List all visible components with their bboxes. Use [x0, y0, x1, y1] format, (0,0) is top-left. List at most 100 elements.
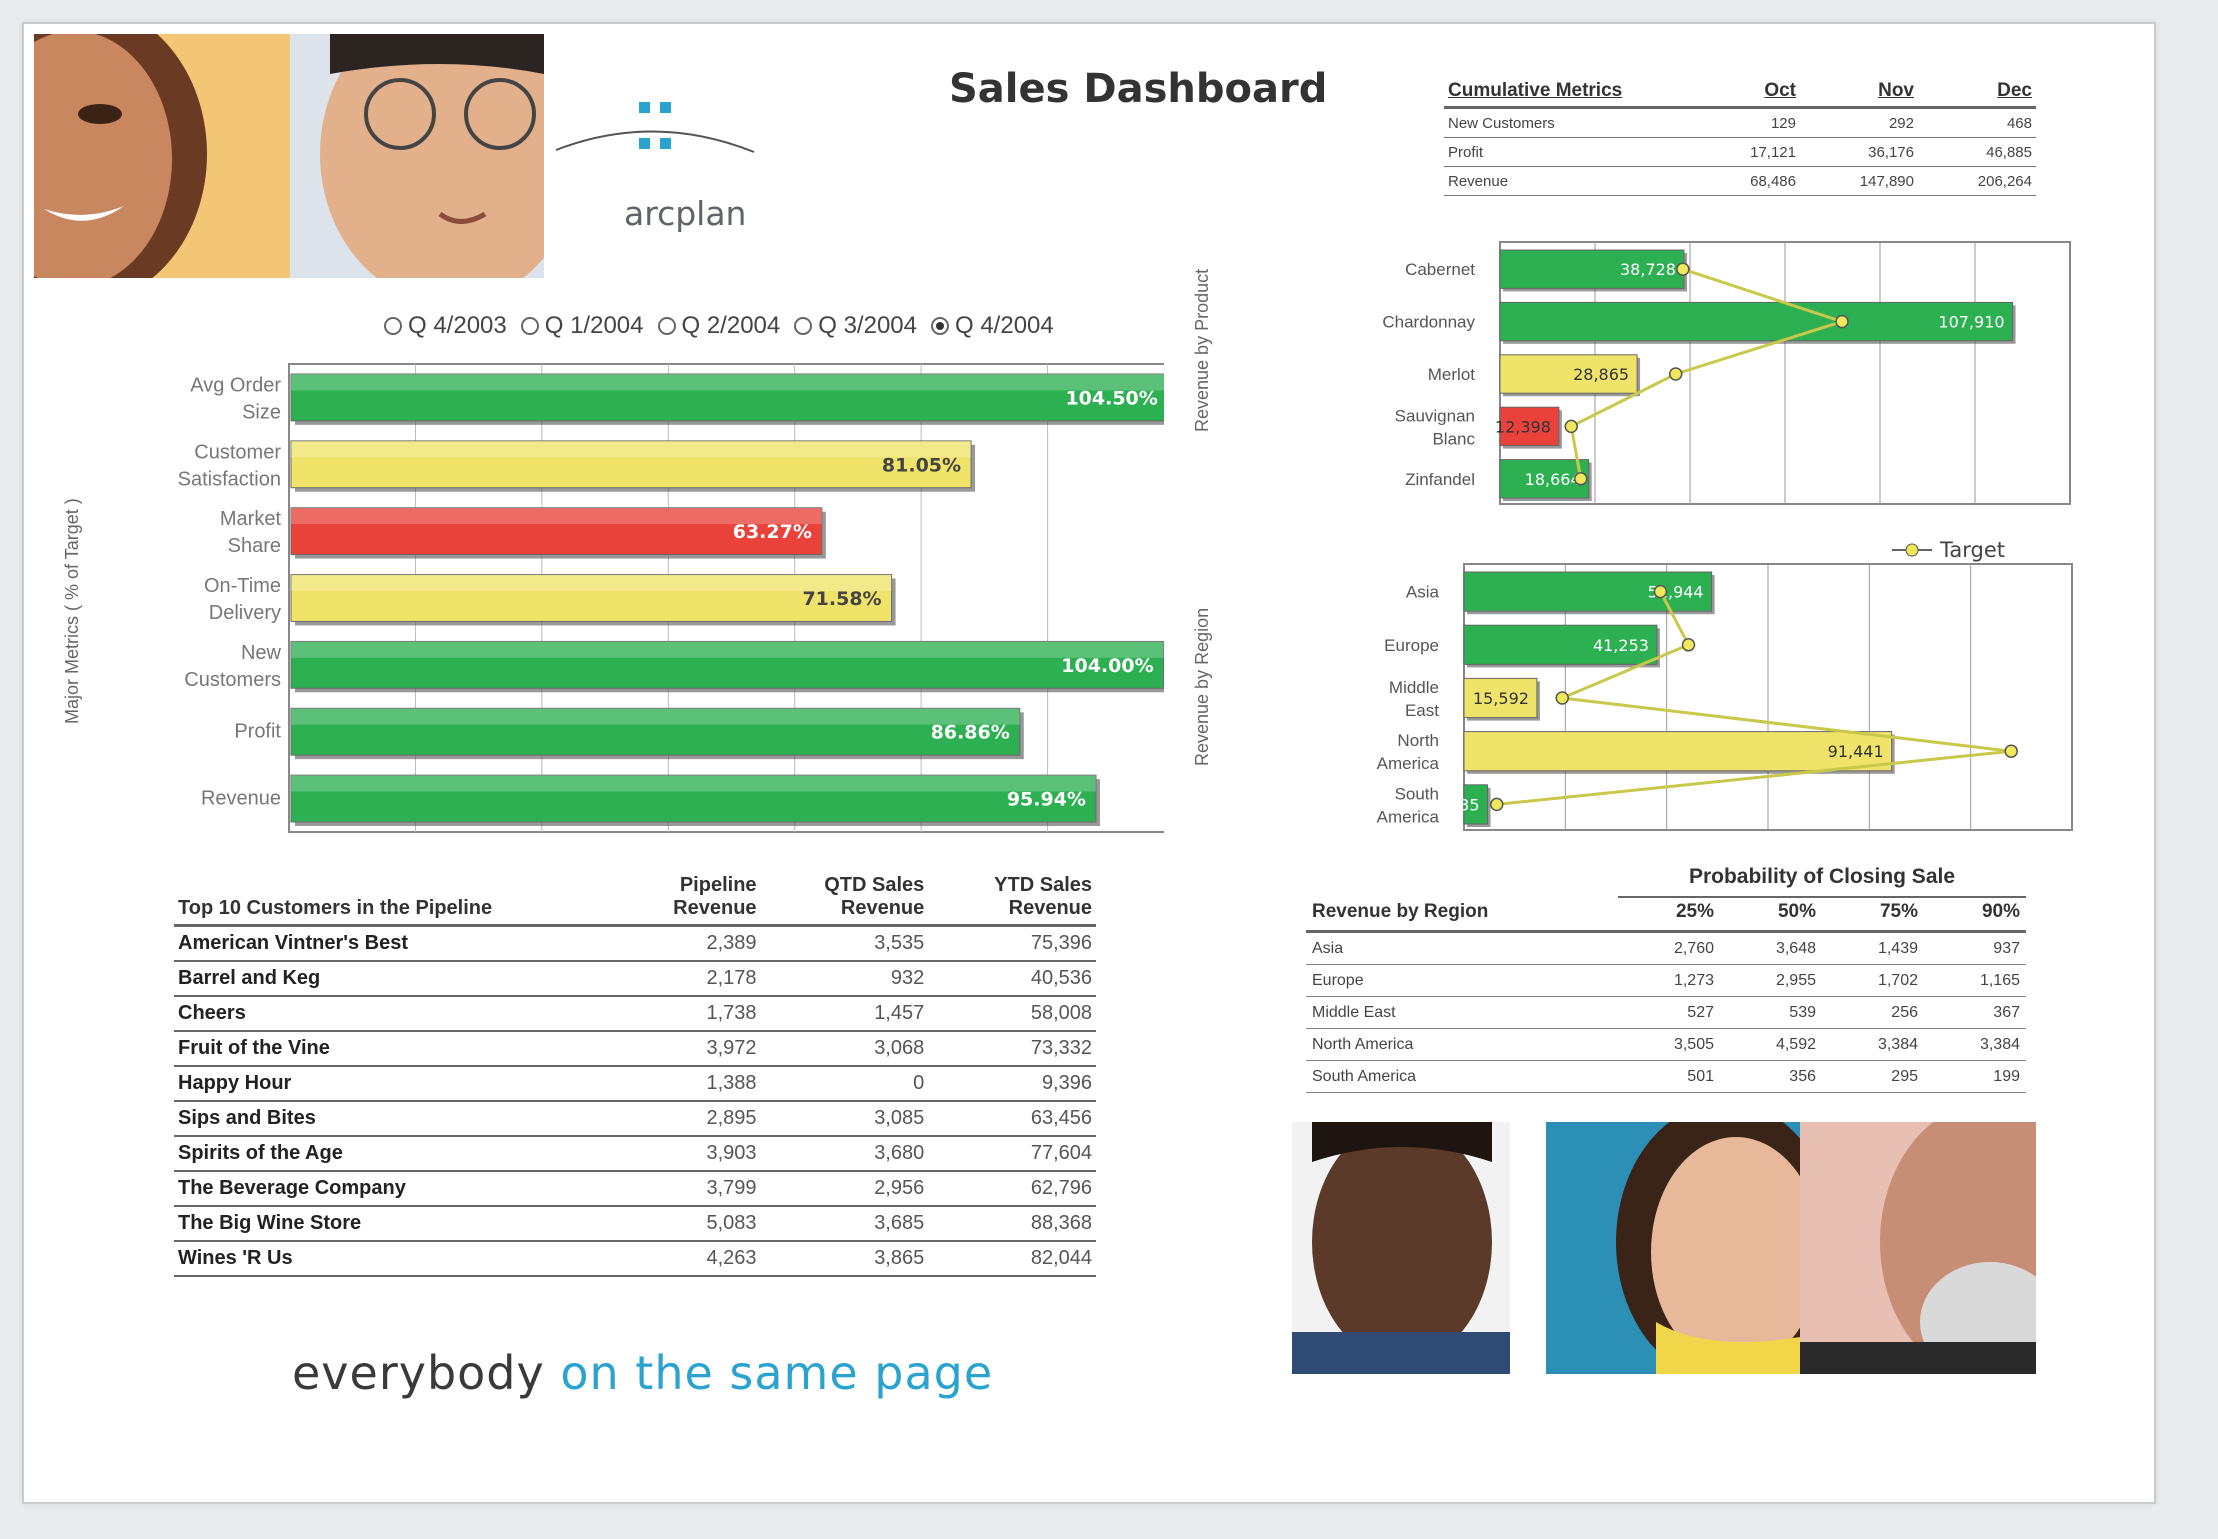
metric-bar[interactable]: [290, 507, 823, 556]
probability-value: 4,592: [1720, 1028, 1822, 1061]
table-row: Europe 1,273 2,955 1,702 1,165: [1306, 964, 2026, 997]
customer-name: American Vintner's Best: [174, 925, 593, 962]
probability-value: 3,505: [1618, 1028, 1720, 1061]
ytd-sales-revenue: 73,332: [928, 1031, 1096, 1067]
customer-name: Happy Hour: [174, 1066, 593, 1102]
radio-circle[interactable]: [520, 317, 539, 335]
target-marker[interactable]: [1555, 691, 1569, 705]
revenue-bar[interactable]: [1463, 731, 1893, 772]
revenue-bar[interactable]: [1463, 624, 1658, 665]
target-marker[interactable]: [1835, 314, 1849, 329]
col-oct: Oct: [1682, 78, 1800, 109]
metric-bar[interactable]: [290, 707, 1021, 756]
probability-value: 539: [1720, 996, 1822, 1029]
pipeline-revenue: 1,388: [592, 1066, 761, 1102]
revenue-bar[interactable]: [1499, 354, 1638, 394]
ytd-sales-revenue: 63,456: [928, 1101, 1096, 1137]
table-row: The Beverage Company 3,799 2,956 62,796: [174, 1171, 1096, 1207]
metric-bar[interactable]: [290, 774, 1097, 823]
revenue-bar[interactable]: [1499, 459, 1590, 499]
bar-value-label: 38,728: [1620, 260, 1676, 279]
metric-bar[interactable]: [290, 574, 893, 622]
probability-value: 937: [1924, 931, 2026, 965]
target-marker[interactable]: [1669, 367, 1683, 381]
radio-circle[interactable]: [931, 317, 949, 335]
cell-value: 206,264: [1918, 166, 2036, 196]
major-metrics-chart: 104.50% Avg Order Size 81.05% Customer Satisf…: [178, 363, 1164, 833]
metric-bar[interactable]: [290, 373, 1164, 422]
cumulative-metrics-table: Cumulative Metrics Oct Nov Dec New Custo…: [1444, 78, 2036, 196]
target-marker[interactable]: [2004, 744, 2018, 758]
ytd-sales-revenue: 62,796: [928, 1171, 1096, 1207]
revenue-bar[interactable]: [1463, 571, 1713, 612]
col-pipeline-revenue: Pipeline Revenue: [592, 874, 761, 927]
pipeline-revenue: 2,178: [592, 961, 761, 997]
pipeline-revenue: 3,799: [592, 1171, 761, 1207]
bar-highlight: [291, 641, 1164, 658]
probability-value: 3,384: [1924, 1028, 2026, 1061]
legend-label: Target: [1939, 538, 2005, 562]
bar-highlight: [291, 507, 822, 525]
target-marker[interactable]: [1653, 584, 1668, 599]
qtd-sales-revenue: 3,685: [760, 1206, 929, 1242]
target-marker[interactable]: [1681, 638, 1696, 652]
category-label: Zinfandel: [1405, 470, 1475, 489]
photo-man-dark: [1292, 1122, 1510, 1374]
quarter-radio[interactable]: Q 3/2004: [794, 312, 917, 340]
quarter-radio[interactable]: Q 4/2003: [384, 312, 507, 340]
revenue-by-product-chart: 38,728 Cabernet 107,910 Chardonnay 28,865 Mer…: [1382, 241, 2071, 562]
bar-highlight: [291, 440, 972, 458]
cell-value: 17,121: [1682, 137, 1800, 167]
revenue-bar[interactable]: [1499, 406, 1560, 447]
photo-woman-blue: [1546, 1122, 1800, 1374]
revenue-bar[interactable]: [1499, 301, 2014, 342]
qtd-sales-revenue: 1,457: [760, 996, 929, 1032]
metric-bar[interactable]: [290, 440, 972, 489]
bar-value-label: 41,253: [1593, 636, 1649, 655]
revenue-bar[interactable]: [1463, 677, 1538, 719]
target-marker[interactable]: [1676, 262, 1690, 276]
customer-name: Sips and Bites: [174, 1101, 593, 1137]
row-label: Revenue: [1444, 166, 1682, 196]
cumulative-row: New Customers 129 292 468: [1444, 107, 2036, 138]
revenue-bar[interactable]: [1463, 784, 1489, 825]
category-label: Cabernet: [1405, 260, 1475, 279]
quarter-radio[interactable]: Q 2/2004: [657, 312, 780, 340]
probability-value: 1,702: [1822, 964, 1924, 997]
radio-circle[interactable]: [384, 317, 402, 335]
bar-value-label: 104.00%: [1061, 655, 1153, 677]
category-label: Sauvignan Blanc: [1395, 406, 1476, 448]
target-marker[interactable]: [1489, 797, 1504, 812]
customer-name: The Beverage Company: [174, 1171, 593, 1207]
target-marker[interactable]: [1574, 472, 1588, 486]
photo-man-beard: [1800, 1122, 2036, 1374]
qtd-sales-revenue: 2,956: [760, 1171, 929, 1207]
table-row: Barrel and Keg 2,178 932 40,536: [174, 961, 1096, 997]
qtd-sales-revenue: 3,068: [760, 1031, 929, 1067]
tagline: everybody on the same page: [292, 1346, 993, 1400]
pipeline-table: Top 10 Customers in the Pipeline Pipelin…: [174, 874, 1096, 1277]
target-marker[interactable]: [1564, 419, 1578, 434]
category-label: Chardonnay: [1382, 313, 1475, 332]
col-dec: Dec: [1918, 78, 2036, 109]
probability-value: 3,648: [1720, 931, 1822, 965]
radio-circle[interactable]: [794, 317, 813, 335]
quarter-radio[interactable]: Q 4/2004: [931, 312, 1054, 340]
pipeline-revenue: 2,389: [592, 925, 761, 962]
col-qtd-sales: QTD Sales Revenue: [760, 874, 929, 927]
ytd-sales-revenue: 9,396: [928, 1066, 1096, 1102]
bar-highlight: [291, 574, 892, 591]
ytd-sales-revenue: 88,368: [928, 1206, 1096, 1242]
col-ytd-sales: YTD Sales Revenue: [928, 874, 1096, 927]
main-chart-ylabel: Major Metrics ( % of Target ): [62, 498, 82, 724]
customer-name: The Big Wine Store: [174, 1206, 593, 1242]
metric-bar[interactable]: [290, 640, 1164, 689]
radio-circle[interactable]: [657, 317, 676, 335]
quarter-label: Q 1/2004: [544, 312, 644, 339]
bar-value-label: 12,398: [1495, 417, 1551, 436]
bar-value-label: 107,910: [1938, 313, 2004, 332]
quarter-radio[interactable]: Q 1/2004: [520, 312, 644, 340]
region-name: Asia: [1306, 931, 1618, 965]
region-name: Europe: [1306, 964, 1618, 997]
pipeline-revenue: 5,083: [592, 1206, 761, 1242]
